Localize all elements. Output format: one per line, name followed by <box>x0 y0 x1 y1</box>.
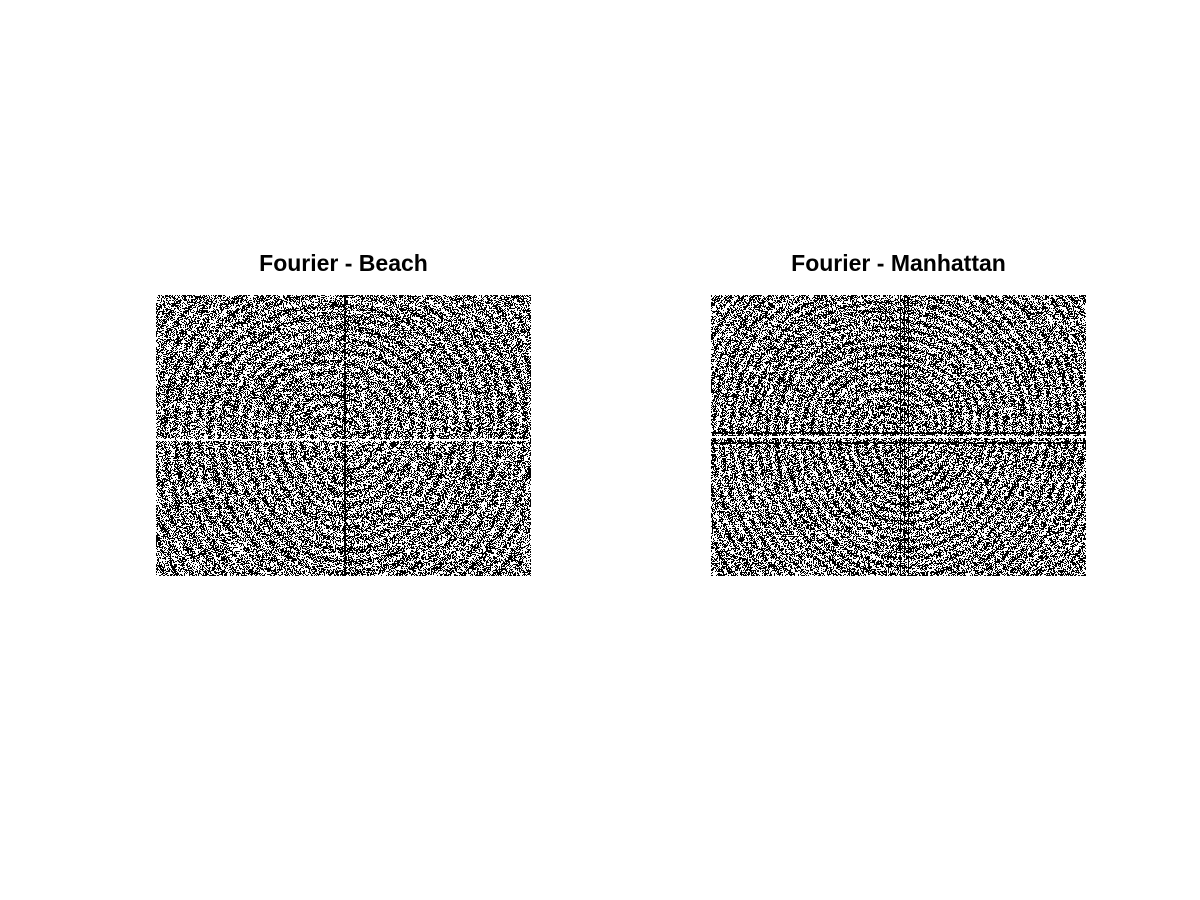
fourier-beach-image <box>156 295 531 576</box>
fourier-manhattan-image <box>711 295 1086 576</box>
panel-title: Fourier - Beach <box>259 250 428 276</box>
panel-title: Fourier - Manhattan <box>791 250 1006 276</box>
